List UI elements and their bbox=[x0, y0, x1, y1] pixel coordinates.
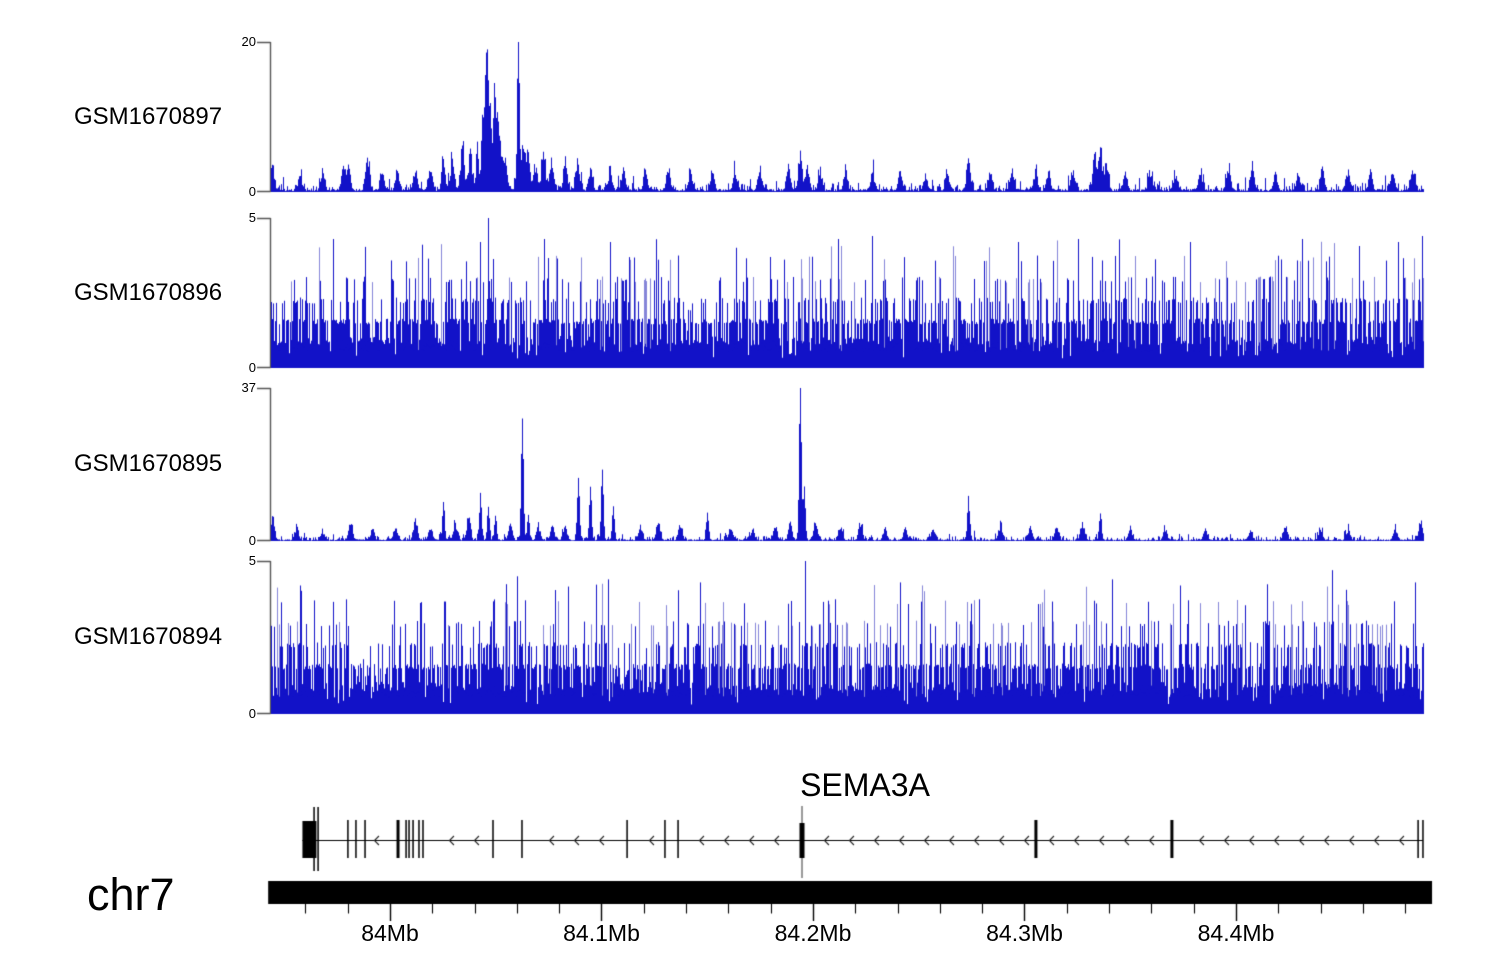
chromosome-label: chr7 bbox=[87, 869, 175, 920]
track-label-gsm1670896: GSM1670896 bbox=[73, 279, 223, 306]
track3-ymax-label: 37 bbox=[241, 380, 256, 395]
track4-ymax-label: 5 bbox=[248, 553, 256, 568]
axis-tick-label-84-3mb: 84.3Mb bbox=[986, 920, 1063, 946]
gene-name-label: SEMA3A bbox=[800, 767, 930, 803]
track4-ymin-label: 0 bbox=[248, 706, 256, 721]
axis-tick-label-84-4mb: 84.4Mb bbox=[1197, 920, 1275, 946]
track-label-gsm1670894: GSM1670894 bbox=[73, 623, 223, 650]
track-label-gsm1670895: GSM1670895 bbox=[73, 450, 223, 477]
track2-ymin-label: 0 bbox=[248, 360, 256, 375]
axis-tick-label-84-1mb: 84.1Mb bbox=[563, 920, 640, 946]
track3-ymin-label: 0 bbox=[248, 533, 256, 548]
axis-tick-label-84mb: 84Mb bbox=[361, 920, 419, 946]
axis-tick-label-84-2mb: 84.2Mb bbox=[774, 920, 852, 946]
track2-ymax-label: 5 bbox=[248, 210, 256, 225]
track1-ymin-label: 0 bbox=[248, 184, 256, 199]
track1-ymax-label: 20 bbox=[241, 34, 256, 49]
track-label-gsm1670897: GSM1670897 bbox=[73, 103, 223, 130]
